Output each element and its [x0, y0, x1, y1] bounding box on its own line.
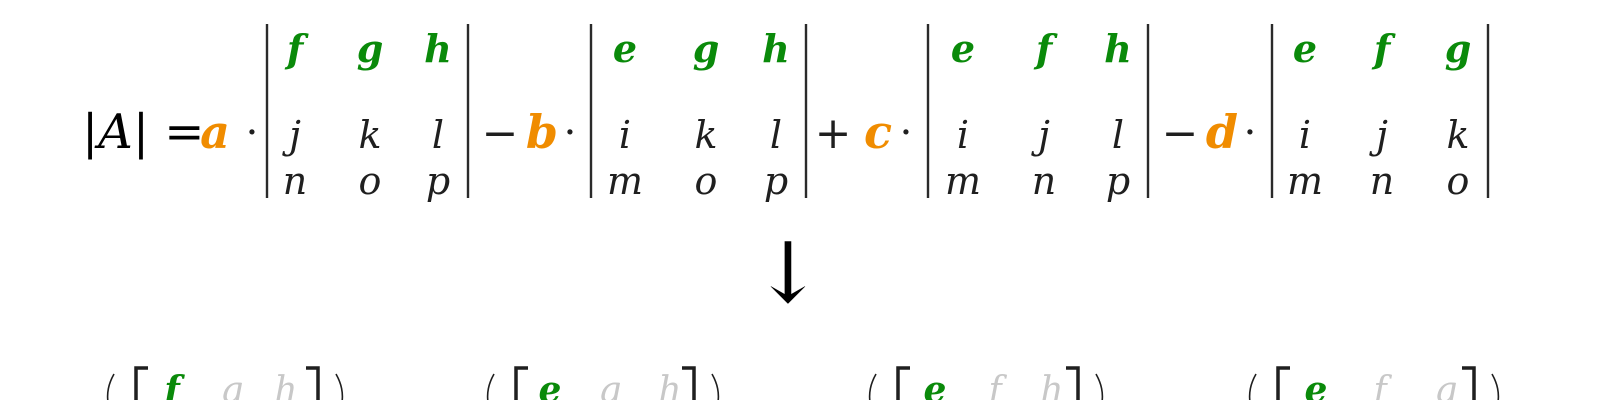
matrix-entry: f [284, 26, 309, 71]
matrix-entry: k [694, 113, 717, 157]
close-paren [1095, 373, 1104, 400]
open-paren [1248, 373, 1257, 400]
matrix-entry: f [1033, 26, 1058, 71]
matrix-entry: l [770, 113, 782, 157]
matrix-entry: h [274, 370, 297, 400]
matrix-entry: i [957, 113, 969, 157]
matrix-entry: h [1040, 370, 1063, 400]
matrix-entry: h [762, 26, 790, 71]
matrix-entry: e [924, 369, 947, 400]
matrix-entry: n [1370, 159, 1394, 203]
matrix-entry: n [1032, 159, 1056, 203]
matrix-entry: i [619, 113, 631, 157]
matrix-entry: o [695, 159, 718, 203]
multiply-dot: · [246, 110, 259, 156]
matrix-entry: h [424, 26, 452, 71]
matrix-entry: p [426, 159, 450, 203]
matrix-entry: e [1293, 26, 1317, 71]
matrix-entry: g [357, 26, 384, 71]
bracket-right [682, 366, 696, 400]
multiply-dot: · [564, 110, 577, 156]
bracket-left [514, 366, 528, 400]
matrix-entry: k [1446, 113, 1469, 157]
matrix-entry: g [598, 370, 621, 400]
matrix-entry: m [1287, 159, 1323, 203]
operator-sign: − [1162, 108, 1199, 159]
matrix-entry: k [358, 113, 381, 157]
matrix-entry: e [539, 369, 562, 400]
matrix-entry: o [359, 159, 382, 203]
matrix-entry: n [283, 159, 307, 203]
close-paren [711, 373, 720, 400]
matrix-entry: f [985, 370, 1007, 400]
matrix-entry: e [1305, 369, 1328, 400]
cofactor-term: a · f g h j k l n o p [200, 24, 470, 203]
operator-sign: − [482, 108, 519, 159]
matrix-entry: j [1031, 113, 1050, 157]
multiply-dot: · [900, 110, 913, 156]
close-paren [335, 373, 344, 400]
coefficient: b [526, 105, 558, 159]
cofactor-term: + c · e f h i j l m n p [815, 24, 1150, 203]
matrix-entry: j [1369, 113, 1388, 157]
bracket-right [1462, 366, 1476, 400]
matrix-entry: l [1112, 113, 1124, 157]
matrix-entry: g [1434, 370, 1457, 400]
coefficient: d [1206, 105, 1238, 159]
matrix-entry: e [613, 26, 637, 71]
bracket-matrix: e f g [1248, 366, 1500, 400]
open-paren [868, 373, 877, 400]
matrix-entry: p [1106, 159, 1130, 203]
bracket-left [134, 366, 148, 400]
lhs-determinant-label: |A| = [82, 104, 204, 160]
matrix-entry: i [1299, 113, 1311, 157]
matrix-entry: g [1445, 26, 1472, 71]
coefficient: a [200, 105, 230, 159]
matrix-entry: f [1371, 26, 1396, 71]
matrix-entry: p [764, 159, 788, 203]
bracket-right [306, 366, 320, 400]
cofactor-term: − b · e g h i k l m o p [482, 24, 808, 203]
matrix-entry: l [432, 113, 444, 157]
matrix-entry: m [607, 159, 643, 203]
down-arrow-icon: ↓ [753, 224, 823, 322]
matrix-entry: h [1104, 26, 1132, 71]
matrix-entry: g [220, 370, 243, 400]
bracket-right [1066, 366, 1080, 400]
matrix-entry: f [1370, 370, 1392, 400]
open-paren [106, 373, 115, 400]
cofactor-terms: a ·f g hj k ln o p− b ·e g hi k lm o p+ c ·e f hi j lm n p− d ·e f… [200, 24, 1490, 203]
operator-sign: + [815, 108, 852, 159]
bracket-left [1276, 366, 1290, 400]
close-paren [1491, 373, 1500, 400]
cofactor-term: − d · e f g i j k m n o [1162, 24, 1490, 203]
coefficient: c [864, 105, 892, 159]
matrix-entry: e [951, 26, 975, 71]
matrix-entry: j [282, 113, 301, 157]
bracket-left [896, 366, 910, 400]
bracket-matrix: f g h [106, 366, 344, 400]
open-paren [486, 373, 495, 400]
matrix-entry: f [161, 369, 185, 400]
matrix-entry: m [945, 159, 981, 203]
matrix-entry: h [658, 370, 681, 400]
matrix-entry: o [1447, 159, 1470, 203]
multiply-dot: · [1244, 110, 1257, 156]
matrix-entry: g [693, 26, 720, 71]
